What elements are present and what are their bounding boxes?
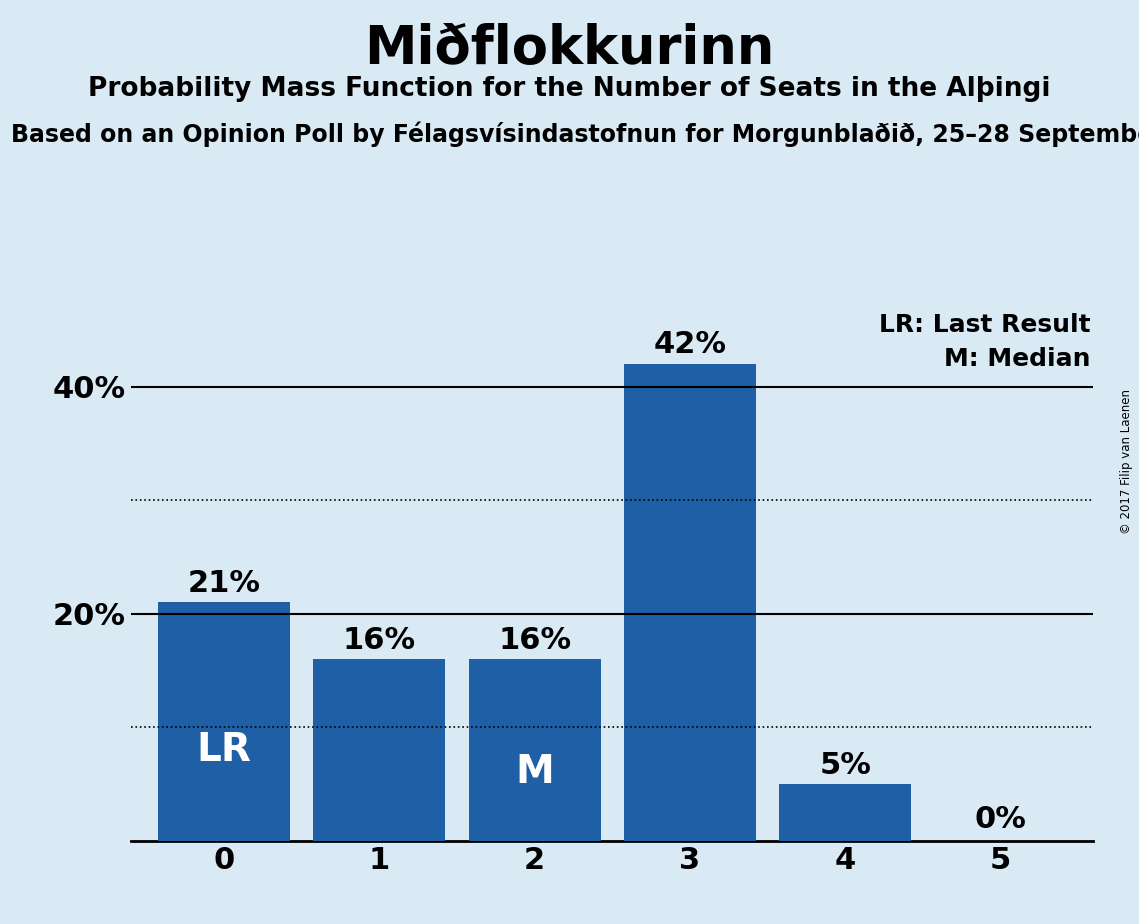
Text: Based on an Opinion Poll by Félagsvísindastofnun for Morgunblaðið, 25–28 Septemb: Based on an Opinion Poll by Félagsvísind… <box>11 122 1139 148</box>
Bar <box>779 784 911 841</box>
Text: LR: LR <box>197 731 252 769</box>
Text: © 2017 Filip van Laenen: © 2017 Filip van Laenen <box>1121 390 1133 534</box>
Bar <box>158 602 290 841</box>
Bar <box>624 364 756 841</box>
Text: M: M <box>515 753 554 791</box>
Text: 16%: 16% <box>498 626 571 654</box>
Text: 5%: 5% <box>819 750 871 780</box>
Text: 16%: 16% <box>343 626 416 654</box>
Bar <box>313 659 445 841</box>
Text: M: Median: M: Median <box>944 346 1090 371</box>
Text: LR: Last Result: LR: Last Result <box>878 312 1090 336</box>
Bar <box>468 659 600 841</box>
Text: Miðflokkurinn: Miðflokkurinn <box>364 23 775 75</box>
Text: 0%: 0% <box>974 805 1026 834</box>
Text: Probability Mass Function for the Number of Seats in the Alþingi: Probability Mass Function for the Number… <box>88 76 1051 102</box>
Text: 42%: 42% <box>654 330 727 359</box>
Text: 21%: 21% <box>188 569 261 598</box>
